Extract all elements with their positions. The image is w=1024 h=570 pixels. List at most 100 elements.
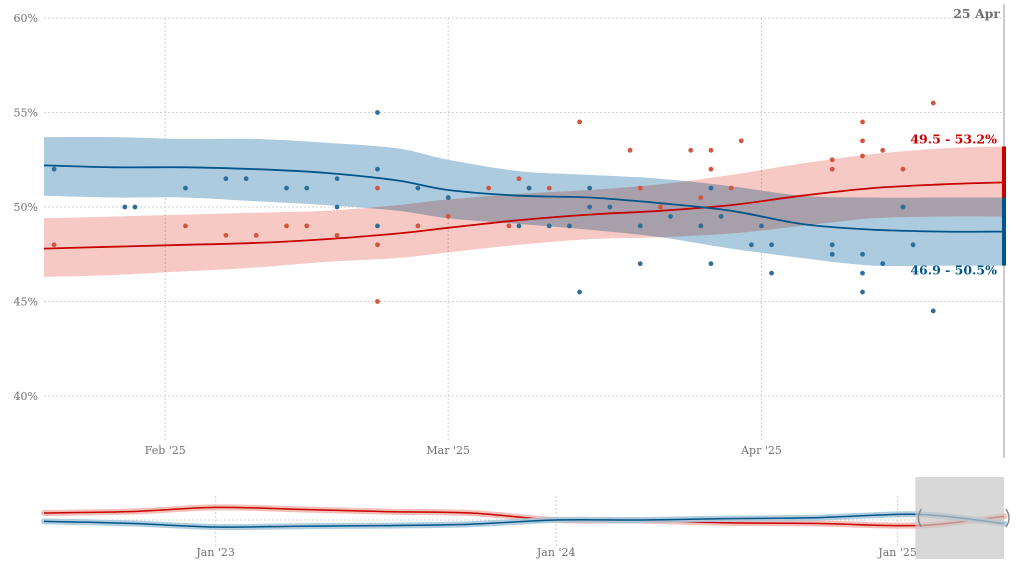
blue-poll-point <box>769 270 774 276</box>
overview-blue-line <box>43 513 1005 528</box>
blue-poll-point <box>526 185 532 191</box>
brush-handle-right[interactable] <box>1005 508 1010 528</box>
blue-poll-point <box>748 242 754 248</box>
blue-poll-point <box>334 176 340 182</box>
blue-poll-point <box>900 204 906 210</box>
blue-poll-point <box>910 242 916 248</box>
blue-poll-point <box>243 176 249 182</box>
blue-poll-point <box>708 261 714 267</box>
blue-range-bar <box>1002 197 1006 266</box>
red-poll-point <box>506 223 512 229</box>
y-tick-label: 55% <box>14 107 38 120</box>
y-tick-label: 45% <box>14 296 38 309</box>
blue-poll-point <box>880 261 886 267</box>
red-poll-point <box>708 147 714 153</box>
red-poll-point <box>516 176 522 182</box>
blue-poll-point <box>445 195 451 200</box>
red-poll-point <box>183 223 188 229</box>
red-poll-point <box>445 214 451 219</box>
red-poll-point <box>880 147 886 153</box>
y-tick-label: 50% <box>14 201 38 214</box>
red-trend-line <box>43 181 1005 250</box>
blue-poll-point <box>375 166 380 172</box>
red-poll-point <box>51 242 57 248</box>
blue-poll-point <box>587 185 593 191</box>
brush-handle-left[interactable] <box>917 508 923 528</box>
red-poll-point <box>223 232 229 238</box>
red-poll-point <box>829 166 835 172</box>
blue-poll-point <box>284 185 289 191</box>
red-poll-point <box>829 157 835 163</box>
y-tick-label: 60% <box>14 12 38 25</box>
red-range-bar <box>1002 146 1006 217</box>
red-poll-point <box>688 147 694 153</box>
red-poll-point <box>375 185 380 191</box>
blue-poll-point <box>718 214 724 219</box>
blue-poll-point <box>546 223 552 229</box>
blue-trend-line <box>43 164 1005 233</box>
blue-poll-point <box>860 251 865 257</box>
blue-poll-point <box>132 204 138 210</box>
red-poll-point <box>637 185 643 191</box>
blue-poll-point <box>304 185 310 191</box>
blue-poll-point <box>930 308 936 314</box>
blue-poll-point <box>759 223 764 229</box>
blue-poll-point <box>698 223 704 229</box>
x-tick-label: Apr '25 <box>740 444 782 457</box>
red-poll-point <box>860 153 865 159</box>
red-poll-point <box>860 138 865 144</box>
red-poll-point <box>900 166 906 172</box>
red-poll-point <box>334 232 340 238</box>
red-poll-point <box>728 185 734 191</box>
current-date-label: 25 Apr <box>953 6 1000 21</box>
red-poll-point <box>546 185 552 191</box>
red-poll-point <box>658 204 663 210</box>
blue-poll-point <box>577 289 582 295</box>
blue-poll-point <box>375 110 380 115</box>
red-poll-point <box>930 100 936 106</box>
red-poll-point <box>627 147 633 153</box>
red-poll-point <box>860 119 865 125</box>
blue-poll-point <box>860 270 865 276</box>
blue-poll-point <box>637 261 643 267</box>
red-poll-point <box>415 223 421 229</box>
blue-poll-point <box>183 185 188 191</box>
blue-range-label: 46.9 - 50.5% <box>910 263 997 278</box>
red-poll-point <box>253 232 259 238</box>
red-poll-point <box>708 166 714 172</box>
red-poll-point <box>738 138 744 144</box>
blue-poll-point <box>829 242 835 248</box>
red-poll-point <box>284 223 289 229</box>
blue-poll-point <box>829 251 835 257</box>
red-poll-point <box>486 185 492 191</box>
blue-poll-point <box>708 185 714 191</box>
overview-x-tick-label: Jan '25 <box>877 546 917 559</box>
y-tick-label: 40% <box>14 390 38 403</box>
blue-poll-point <box>668 214 673 219</box>
blue-poll-point <box>122 204 128 210</box>
red-poll-point <box>375 242 380 248</box>
blue-poll-point <box>375 223 380 229</box>
blue-poll-point <box>637 223 643 229</box>
overview-x-tick-label: Jan '23 <box>195 546 235 559</box>
blue-poll-point <box>415 185 421 191</box>
red-poll-point <box>577 119 582 125</box>
blue-poll-point <box>860 289 865 295</box>
blue-poll-point <box>51 166 57 172</box>
red-range-label: 49.5 - 53.2% <box>910 132 997 147</box>
blue-poll-point <box>334 204 340 210</box>
blue-poll-point <box>567 223 572 229</box>
blue-poll-point <box>223 176 229 182</box>
red-poll-point <box>698 195 704 200</box>
blue-poll-point <box>516 223 522 229</box>
red-confidence-band <box>44 146 1004 277</box>
blue-poll-point <box>587 204 593 210</box>
x-tick-label: Feb '25 <box>145 444 186 457</box>
overview-brush[interactable] <box>915 477 1004 559</box>
blue-poll-point <box>607 204 613 210</box>
red-poll-point <box>375 299 380 304</box>
red-poll-point <box>304 223 310 229</box>
x-tick-label: Mar '25 <box>426 444 470 457</box>
